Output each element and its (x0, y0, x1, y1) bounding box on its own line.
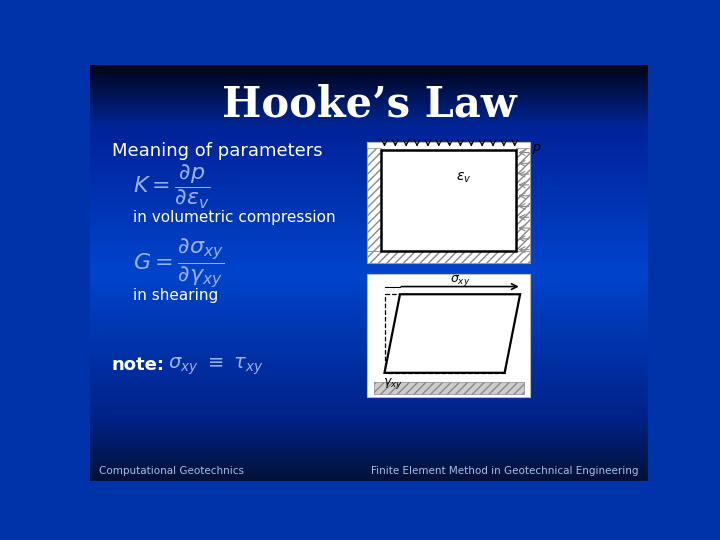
Text: $\varepsilon_v$: $\varepsilon_v$ (456, 171, 471, 185)
Text: Finite Element Method in Geotechnical Engineering: Finite Element Method in Geotechnical En… (372, 467, 639, 476)
Text: Computational Geotechnics: Computational Geotechnics (99, 467, 244, 476)
Text: p: p (533, 141, 541, 154)
Bar (367, 148, 382, 251)
Text: Meaning of parameters: Meaning of parameters (112, 142, 323, 160)
Text: $G = \dfrac{\partial\sigma_{xy}}{\partial\gamma_{xy}}$: $G = \dfrac{\partial\sigma_{xy}}{\partia… (132, 237, 224, 291)
Text: $\sigma_{xy}$: $\sigma_{xy}$ (450, 273, 470, 288)
Bar (367, 274, 530, 397)
Bar (367, 142, 530, 264)
Text: $\gamma_{xy}$: $\gamma_{xy}$ (383, 376, 402, 391)
Text: note:: note: (112, 356, 165, 374)
Polygon shape (384, 294, 520, 373)
Text: $\sigma_{xy}\ \equiv\ \tau_{xy}$: $\sigma_{xy}\ \equiv\ \tau_{xy}$ (168, 356, 264, 377)
Text: $K = \dfrac{\partial p}{\partial\varepsilon_v}$: $K = \dfrac{\partial p}{\partial\varepsi… (132, 162, 210, 211)
Bar (367, 251, 530, 264)
Text: in shearing: in shearing (132, 288, 218, 303)
Bar (516, 148, 530, 251)
Bar (374, 382, 524, 394)
Text: Hooke’s Law: Hooke’s Law (222, 84, 516, 126)
Text: in volumetric compression: in volumetric compression (132, 210, 336, 225)
Bar (382, 150, 516, 251)
